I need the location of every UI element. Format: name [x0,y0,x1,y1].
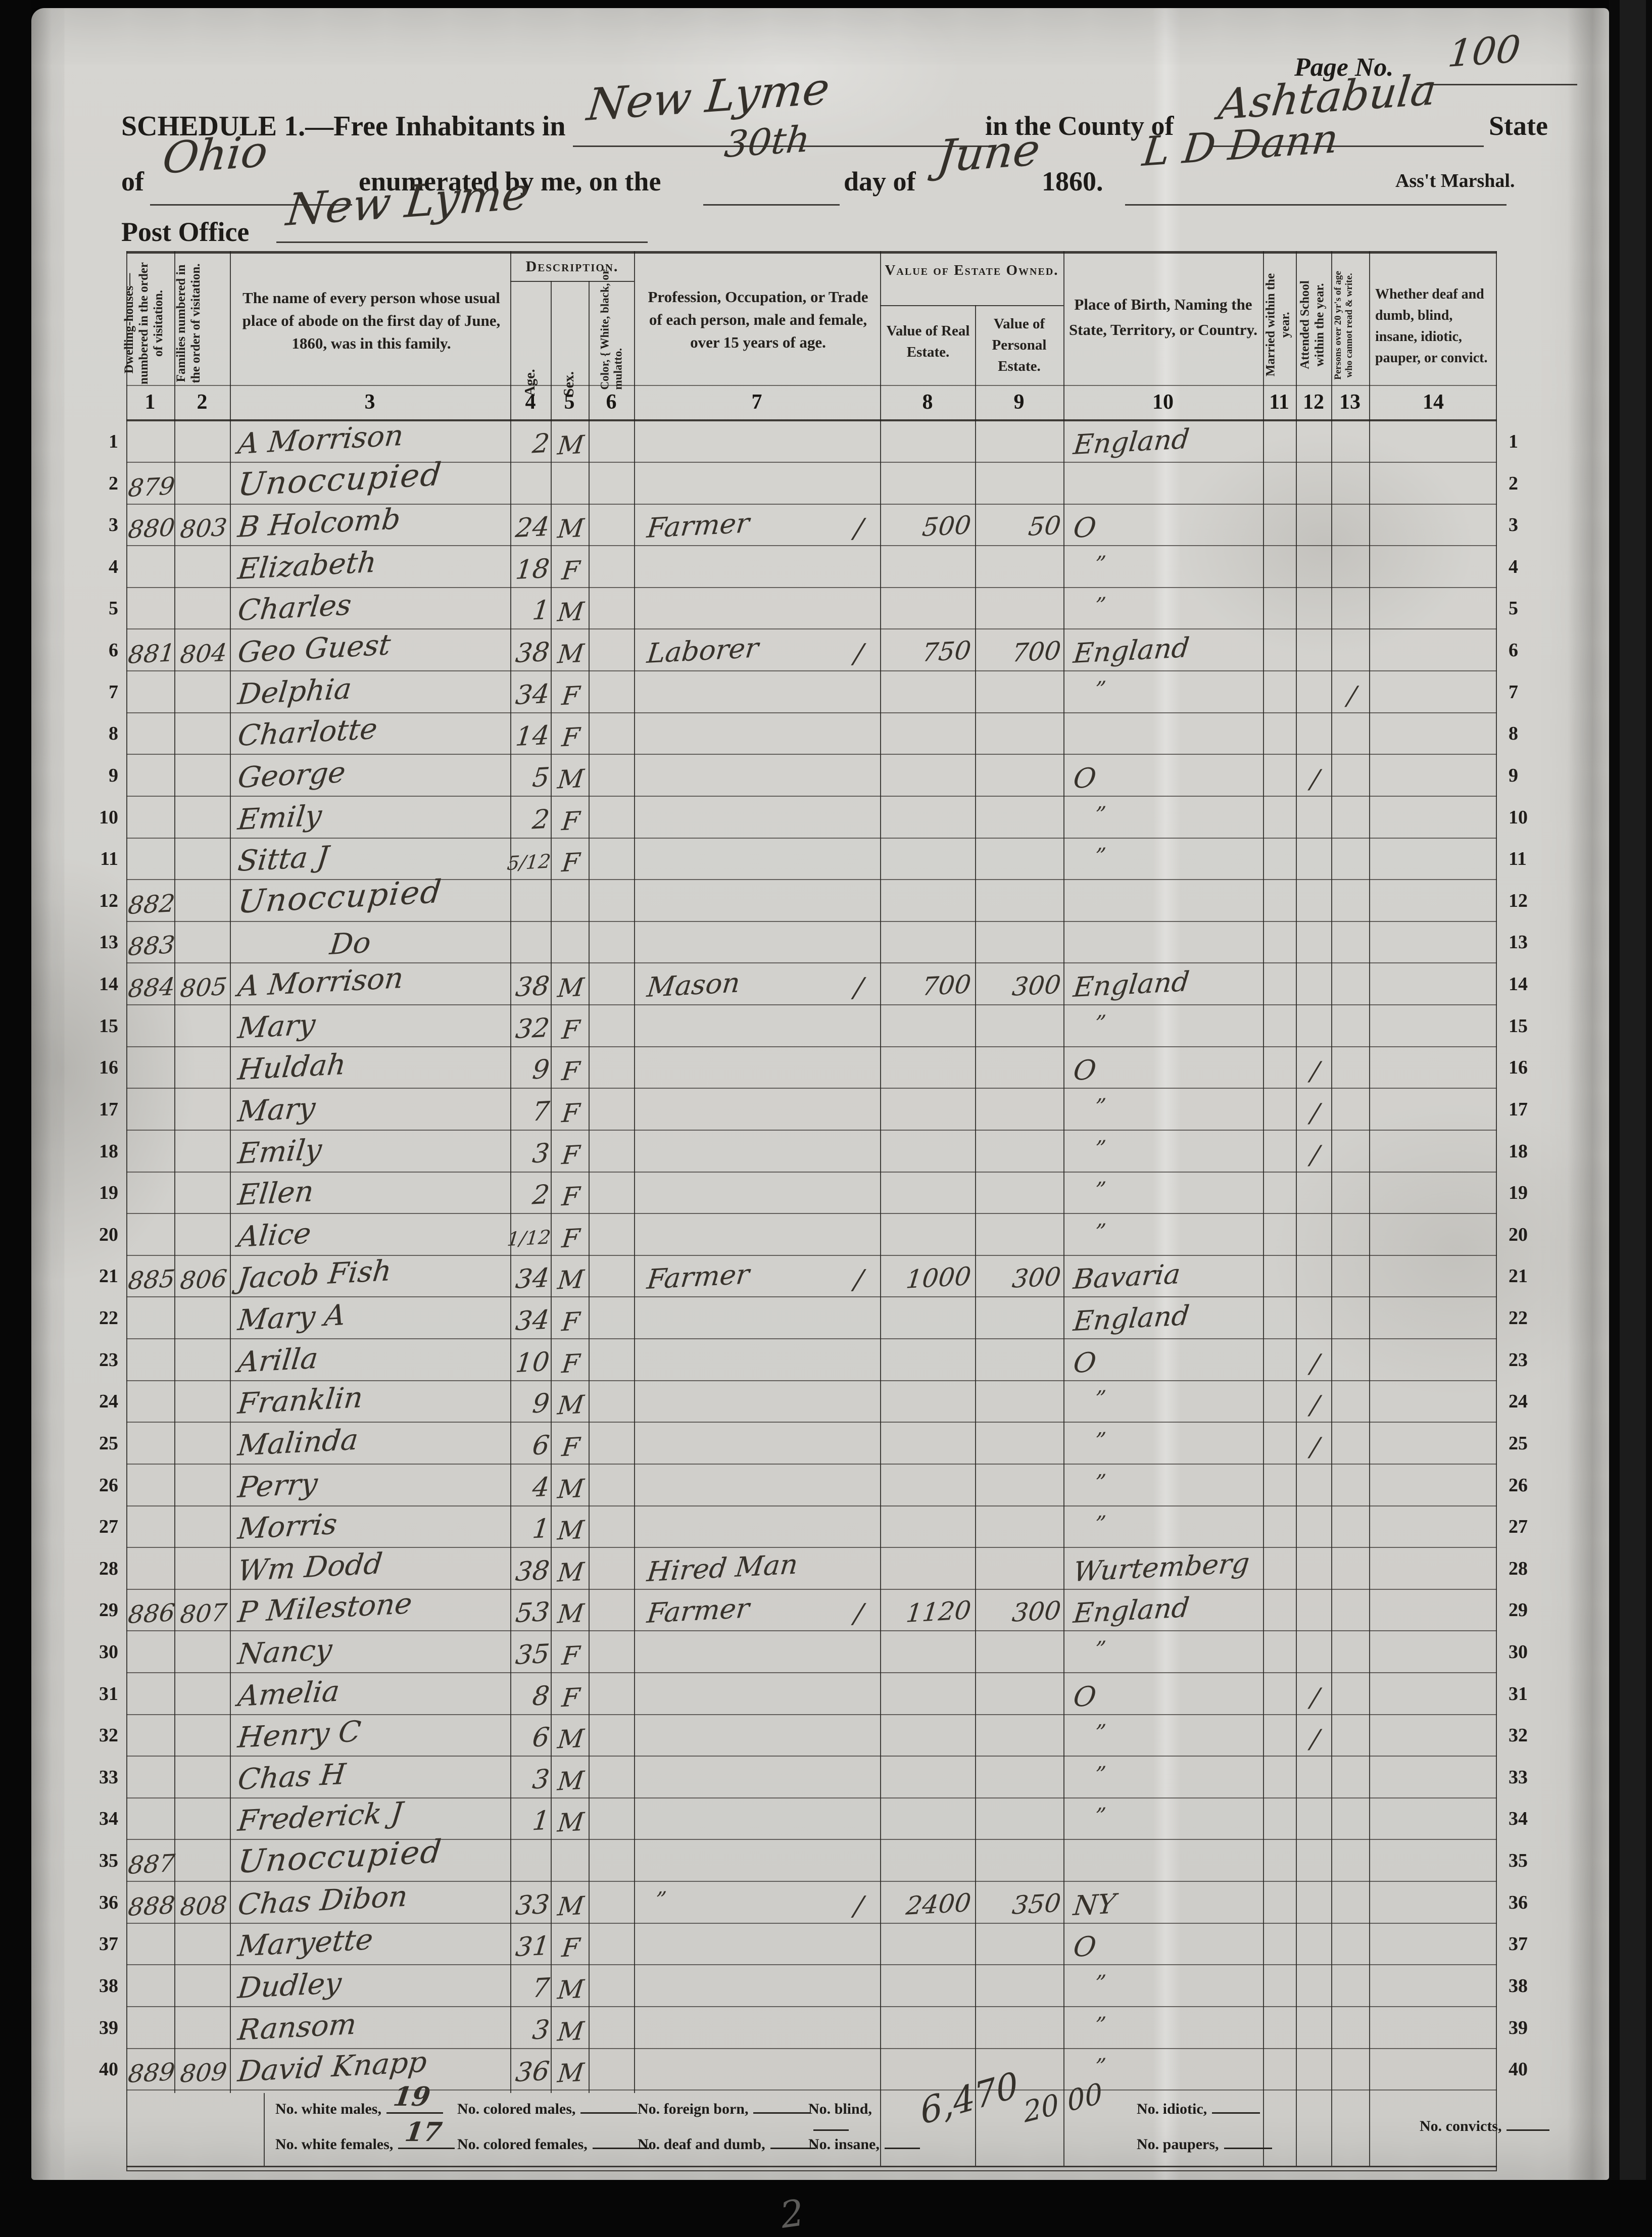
page-no-underline [1417,84,1577,85]
state-underline [150,204,352,206]
of-label: of [121,166,144,197]
post-office-underline [276,241,648,243]
signature-underline [1125,204,1507,206]
scan-border-left [0,0,31,2237]
page-no-label: Page No. [1294,53,1394,82]
day-value: 30th [722,117,812,166]
county-label: in the County of [985,111,1174,141]
year-label: 1860. [1042,166,1103,197]
county-underline [1211,145,1484,147]
scan-edge-strip [1620,0,1646,2237]
page-no-value: 100 [1446,27,1523,76]
census-sheet: Page No. 100 SCHEDULE 1.—Free Inhabitant… [31,8,1609,2180]
day-underline [703,204,840,206]
scan-border-bottom [0,2180,1652,2237]
enumerated-label: enumerated by me, on the [359,166,661,197]
state-word: State [1489,111,1548,141]
state-value: Ohio [160,126,270,184]
day-of-label: day of [844,166,916,197]
post-office-label: Post Office [121,217,250,247]
township-underline [573,145,995,147]
marshal-label: Ass't Marshal. [1395,170,1515,191]
scan-border-top [0,0,1652,8]
schedule-title: SCHEDULE 1.—Free Inhabitants in [121,111,566,142]
month-value: June [935,123,1043,182]
post-office-value: New Lyme [284,167,532,236]
